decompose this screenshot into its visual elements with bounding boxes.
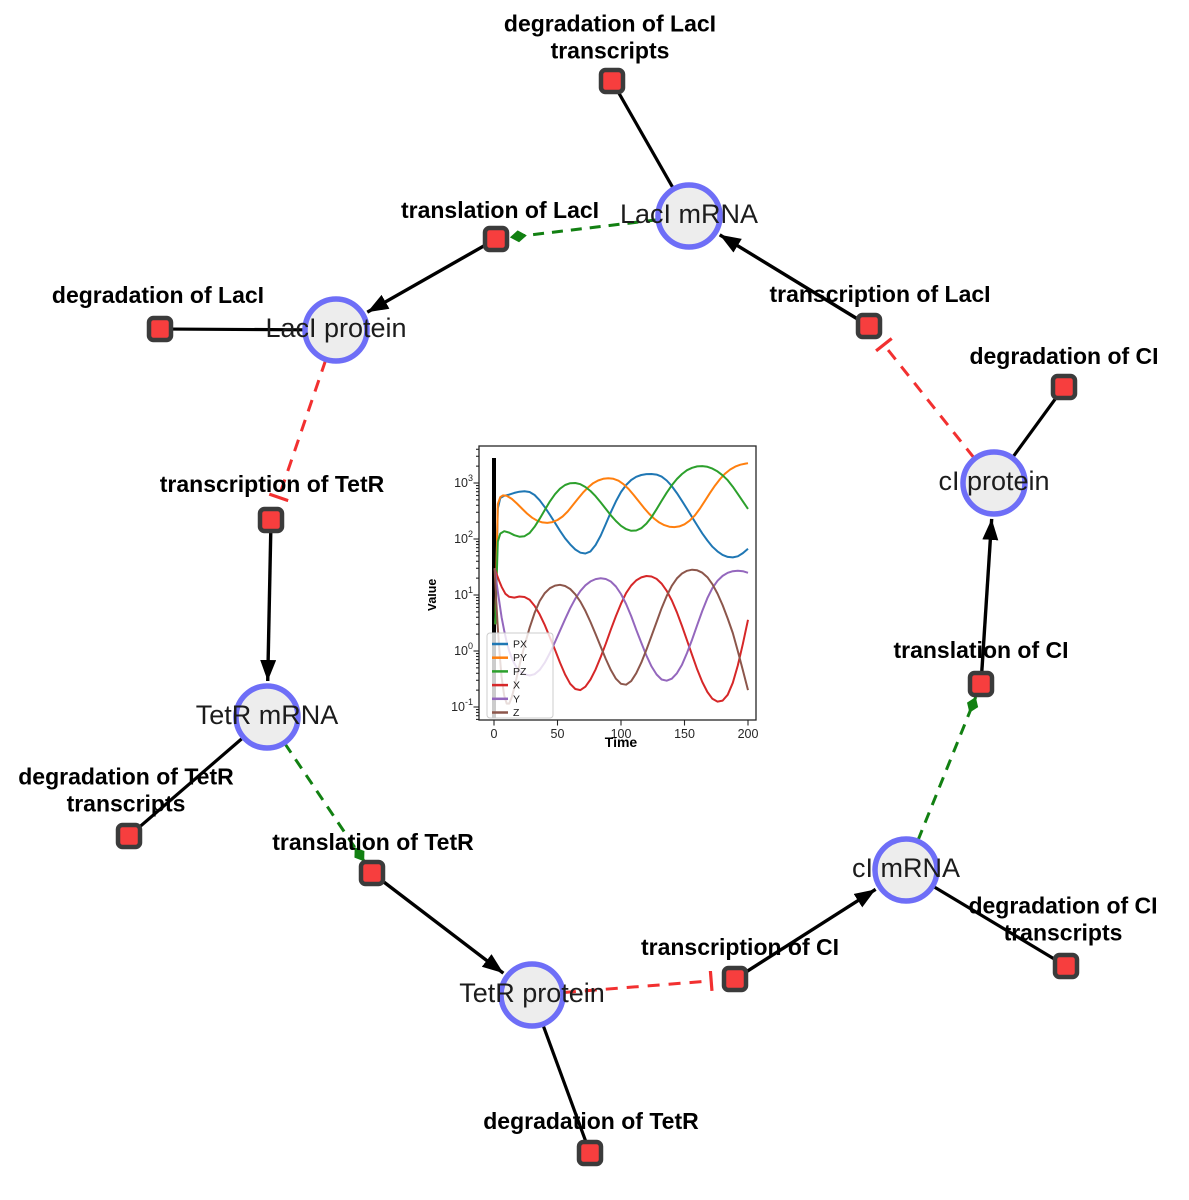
reaction-label-trl_CI-line1: translation of CI: [893, 637, 1068, 663]
edge-mass-deg_TetR_tx-TetR_mRNA: [137, 736, 244, 830]
edge-product-txn_TetR-TetR_mRNA: [260, 531, 277, 682]
edge-mass-deg_LacI_tx-LacI_mRNA: [616, 90, 675, 189]
x-tick-50: 50: [551, 727, 565, 741]
axis-ticks: [473, 448, 749, 726]
edge-product-trl_TetR-TetR_protein: [380, 878, 505, 975]
reaction-label-deg_LacI_tx-line2: transcripts: [551, 38, 670, 64]
edge-modifier-LacI_mRNA-trl_LacI: [509, 218, 658, 243]
reaction-label-deg_CI-line1: degradation of CI: [969, 343, 1158, 369]
species-label-TetR_protein: TetR protein: [459, 978, 605, 1008]
edge-mass-deg_CI-cI_protein: [1011, 395, 1059, 459]
inset-chart-svg: 0 50 100 150 20010-1100101102103TimeValuePXP…: [425, 437, 776, 765]
edge-inhibitor-cI_protein-txn_LacI: [875, 337, 976, 459]
reaction-node-trl_TetR[interactable]: [358, 859, 386, 887]
reaction-node-deg_CI_tx[interactable]: [1052, 952, 1080, 980]
series-PY: [494, 462, 749, 625]
edge-product-trl_LacI-LacI_protein: [366, 243, 487, 314]
legend-label-Y: Y: [513, 693, 520, 705]
x-tick-100: 100: [611, 727, 632, 741]
reaction-label-deg_CI_tx-line1: degradation of CI: [968, 893, 1157, 919]
labels-layer: LacI mRNA LacI protein TetR mRNA TetR prote…: [18, 11, 1158, 1135]
legend-label-Z: Z: [513, 707, 520, 719]
species-label-LacI_protein: LacI protein: [265, 313, 406, 343]
reaction-label-trl_LacI-line1: translation of LacI: [401, 197, 599, 223]
species-node-cI_protein[interactable]: [960, 449, 1028, 517]
edges-layer: [137, 90, 1059, 1143]
x-axis-label: Time: [605, 734, 638, 750]
reaction-label-trl_TetR-line1: translation of TetR: [272, 829, 474, 855]
species-label-LacI_mRNA: LacI mRNA: [620, 199, 758, 229]
axis-tick-labels: 0 50 100 150 200 10-1 100 101 102 103: [451, 473, 758, 741]
y-tick-10e2: 102: [454, 529, 473, 546]
legend-label-X: X: [513, 680, 520, 692]
edge-product-txn_LacI-LacI_mRNA: [718, 233, 860, 322]
species-node-LacI_protein[interactable]: [302, 296, 370, 364]
reaction-label-txn_LacI-line1: transcription of LacI: [769, 281, 990, 307]
reaction-label-deg_LacI_tx-line1: degradation of LacI: [504, 11, 716, 37]
legend-label-PY: PY: [513, 652, 527, 664]
reaction-label-deg_LacI-line1: degradation of LacI: [52, 282, 264, 308]
edge-mass-deg_LacI-LacI_protein: [171, 327, 305, 332]
species-node-LacI_mRNA[interactable]: [655, 182, 723, 250]
reaction-label-txn_CI-line1: transcription of CI: [641, 934, 839, 960]
edge-product-trl_CI-cI_protein: [980, 518, 999, 673]
reaction-node-txn_CI[interactable]: [721, 965, 749, 993]
edge-modifier-cI_mRNA-trl_CI: [916, 696, 979, 841]
species-label-cI_mRNA: cI mRNA: [852, 853, 960, 883]
edge-inhibitor-TetR_protein-txn_CI: [563, 970, 714, 994]
nodes-layer: [115, 67, 1080, 1167]
reaction-node-trl_CI[interactable]: [967, 670, 995, 698]
x-tick-150: 150: [674, 727, 695, 741]
y-tick-10e3: 103: [454, 473, 473, 490]
reaction-label-deg_TetR_tx-line1: degradation of TetR: [18, 764, 234, 790]
species-label-TetR_mRNA: TetR mRNA: [196, 700, 339, 730]
reaction-node-deg_CI[interactable]: [1050, 373, 1078, 401]
series-PZ: [494, 465, 749, 625]
reaction-label-txn_TetR-line1: transcription of TetR: [160, 471, 385, 497]
reaction-node-txn_TetR[interactable]: [257, 506, 285, 534]
y-axis-label: Value: [428, 579, 439, 612]
species-node-cI_mRNA[interactable]: [872, 836, 940, 904]
species-node-TetR_protein[interactable]: [498, 961, 566, 1029]
x-tick-0: 0: [491, 727, 498, 741]
reaction-label-deg_CI_tx-line2: transcripts: [1004, 920, 1123, 946]
inset-chart: 0 50 100 150 200 10-1 100 101 102 103 Time Value PX P…: [425, 437, 776, 765]
edge-mass-deg_TetR-TetR_protein: [541, 1024, 588, 1143]
reaction-node-deg_LacI[interactable]: [146, 315, 174, 343]
reaction-label-deg_TetR-line1: degradation of TetR: [483, 1108, 699, 1134]
species-label-cI_protein: cI protein: [938, 466, 1049, 496]
chart-background: [428, 437, 776, 765]
y-tick-10e0: 100: [454, 641, 473, 658]
x-tick-200: 200: [738, 727, 759, 741]
y-tick-10e1: 101: [454, 585, 473, 602]
edge-modifier-TetR_mRNA-trl_TetR: [283, 742, 366, 863]
reaction-label-deg_TetR_tx-line2: transcripts: [67, 791, 186, 817]
y-tick-10e-1: 10-1: [451, 697, 473, 714]
edge-inhibitor-LacI_protein-txn_TetR: [268, 359, 328, 503]
reaction-node-trl_LacI[interactable]: [482, 225, 510, 253]
species-node-TetR_mRNA[interactable]: [233, 683, 301, 751]
reaction-node-txn_LacI[interactable]: [855, 312, 883, 340]
legend-label-PZ: PZ: [513, 666, 527, 678]
edge-product-txn_CI-cI_mRNA: [744, 887, 877, 974]
reaction-node-deg_TetR[interactable]: [576, 1139, 604, 1167]
legend-label-PX: PX: [513, 639, 527, 651]
edge-mass-deg_CI_tx-cI_mRNA: [932, 885, 1057, 962]
reaction-node-deg_LacI_tx[interactable]: [598, 67, 626, 95]
plot-border: [478, 445, 757, 721]
legend-box: [486, 632, 554, 719]
reaction-node-deg_TetR_tx[interactable]: [115, 822, 143, 850]
series-X: [493, 567, 749, 703]
series-PX: [494, 473, 749, 625]
